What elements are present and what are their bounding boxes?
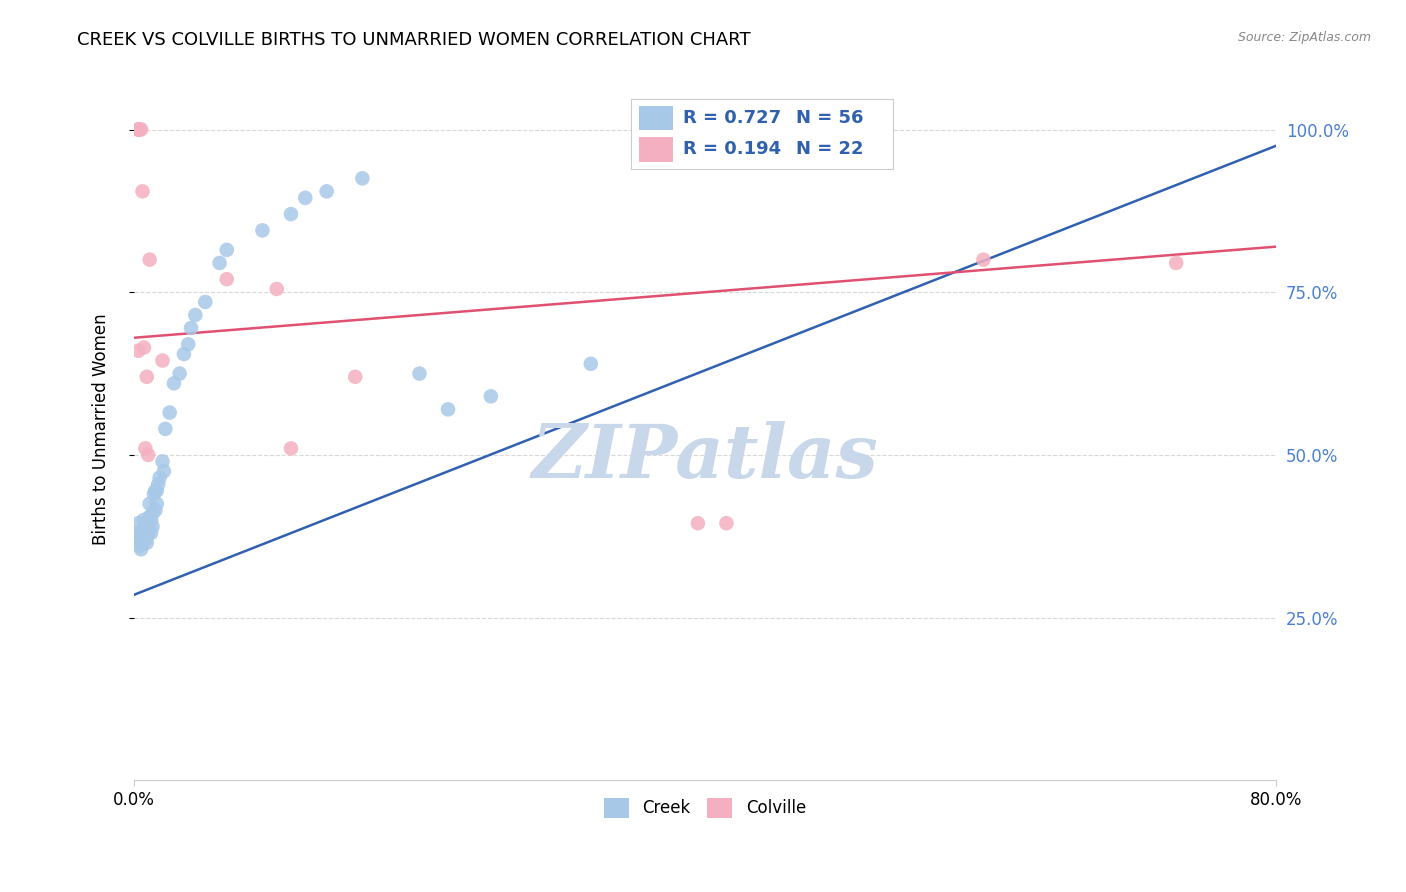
- Point: [208, 256, 231, 270]
- Point: [141, 519, 163, 533]
- Point: [344, 369, 367, 384]
- Point: [143, 483, 166, 498]
- Point: [132, 341, 155, 355]
- Point: [129, 526, 152, 541]
- Point: [131, 529, 153, 543]
- Point: [138, 252, 160, 267]
- Point: [143, 503, 166, 517]
- Point: [138, 497, 160, 511]
- Point: [139, 513, 162, 527]
- Point: [437, 402, 460, 417]
- Point: [127, 533, 149, 547]
- Point: [139, 526, 162, 541]
- Point: [823, 122, 845, 136]
- Point: [280, 207, 302, 221]
- Point: [136, 526, 159, 541]
- Point: [132, 513, 155, 527]
- Point: [159, 406, 181, 420]
- Point: [294, 191, 316, 205]
- Point: [128, 122, 150, 136]
- Point: [184, 308, 207, 322]
- Point: [127, 122, 149, 136]
- Point: [142, 487, 165, 501]
- Point: [138, 509, 160, 524]
- Point: [972, 252, 994, 267]
- Point: [127, 122, 149, 136]
- Point: [141, 507, 163, 521]
- Point: [716, 516, 738, 531]
- Point: [134, 526, 156, 541]
- Point: [153, 464, 176, 478]
- Point: [135, 529, 157, 543]
- Point: [129, 122, 152, 136]
- Point: [135, 535, 157, 549]
- Text: Source: ZipAtlas.com: Source: ZipAtlas.com: [1237, 31, 1371, 45]
- Point: [1166, 256, 1188, 270]
- Point: [163, 376, 186, 391]
- Point: [479, 389, 502, 403]
- Point: [579, 357, 602, 371]
- Point: [152, 454, 174, 468]
- Point: [177, 337, 200, 351]
- Point: [180, 321, 202, 335]
- Point: [134, 442, 156, 456]
- Point: [169, 367, 191, 381]
- Point: [129, 542, 152, 557]
- Point: [127, 516, 149, 531]
- Point: [148, 477, 170, 491]
- Point: [808, 128, 831, 143]
- Point: [173, 347, 195, 361]
- Point: [136, 523, 159, 537]
- Point: [136, 516, 159, 531]
- Point: [266, 282, 288, 296]
- Point: [215, 272, 238, 286]
- Point: [132, 523, 155, 537]
- Point: [686, 516, 709, 531]
- Point: [132, 529, 155, 543]
- Point: [135, 369, 157, 384]
- Point: [408, 367, 430, 381]
- Point: [194, 295, 217, 310]
- Point: [252, 223, 274, 237]
- Point: [280, 442, 302, 456]
- Point: [152, 353, 174, 368]
- Point: [136, 448, 159, 462]
- Point: [801, 122, 824, 136]
- Point: [131, 184, 153, 198]
- Point: [155, 422, 177, 436]
- Point: [127, 526, 149, 541]
- Point: [127, 122, 149, 136]
- Text: CREEK VS COLVILLE BIRTHS TO UNMARRIED WOMEN CORRELATION CHART: CREEK VS COLVILLE BIRTHS TO UNMARRIED WO…: [77, 31, 751, 49]
- Legend: Creek, Colville: Creek, Colville: [598, 791, 813, 825]
- Text: ZIPatlas: ZIPatlas: [531, 421, 879, 493]
- Point: [128, 526, 150, 541]
- Point: [134, 533, 156, 547]
- Point: [352, 171, 374, 186]
- Y-axis label: Births to Unmarried Women: Births to Unmarried Women: [93, 313, 110, 545]
- Point: [149, 471, 172, 485]
- Point: [146, 483, 169, 498]
- Point: [128, 539, 150, 553]
- Point: [146, 497, 169, 511]
- Point: [127, 343, 149, 358]
- Point: [215, 243, 238, 257]
- Point: [315, 184, 337, 198]
- Point: [135, 519, 157, 533]
